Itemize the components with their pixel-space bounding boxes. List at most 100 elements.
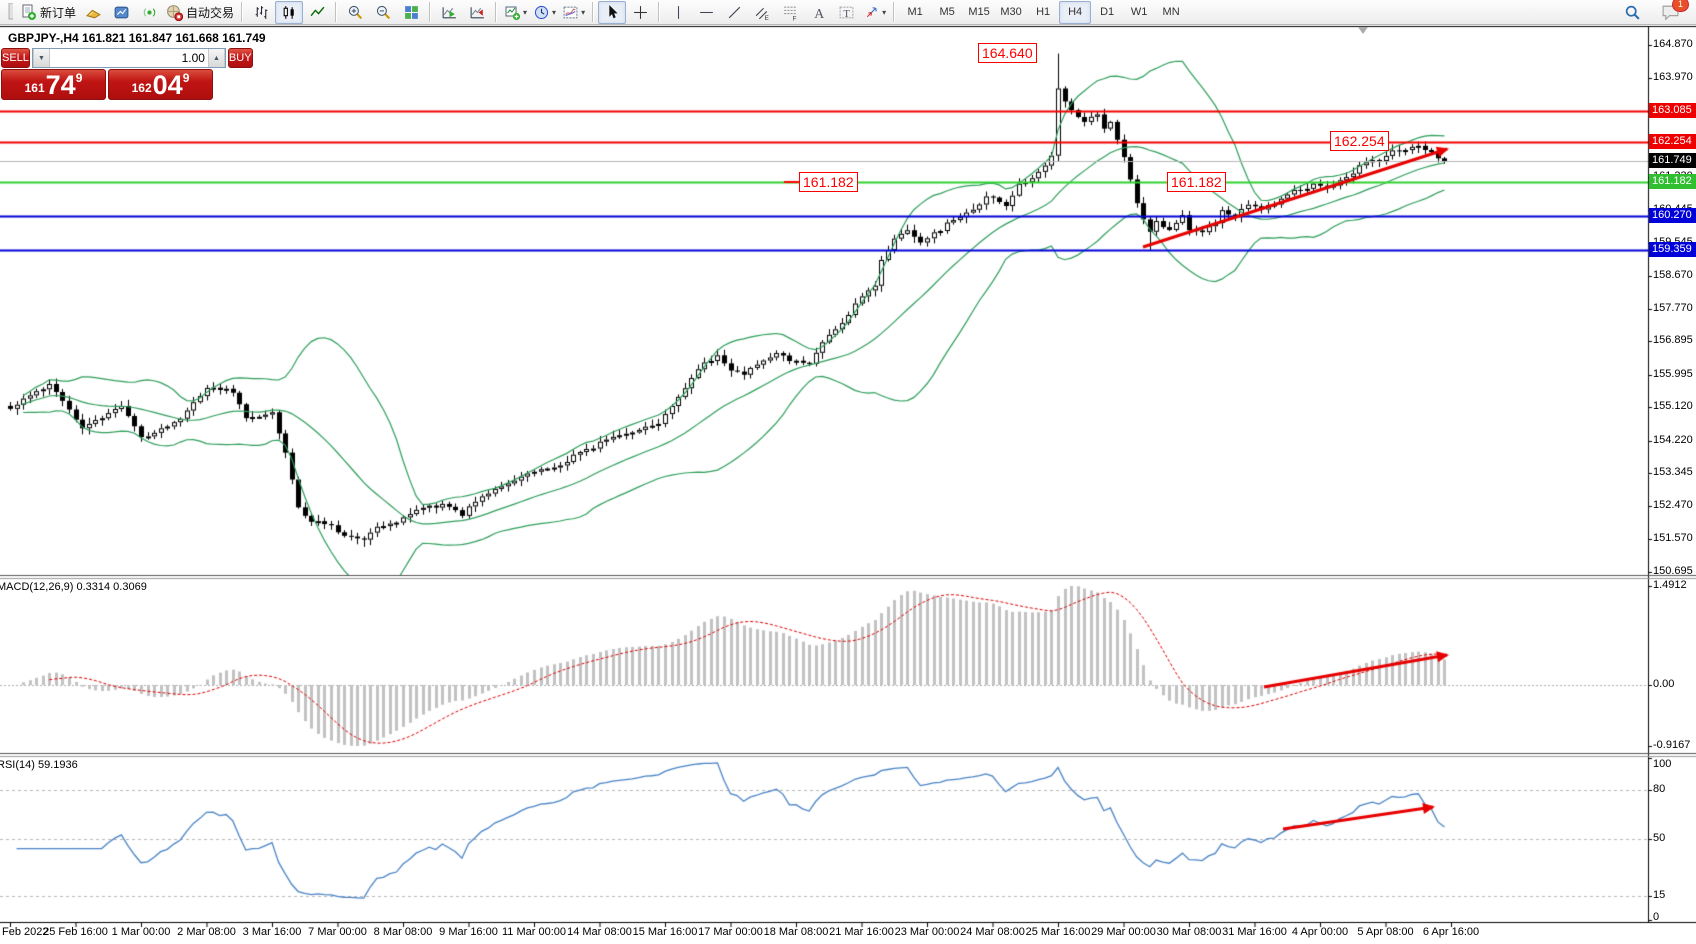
notifications-button[interactable]: 1 [1656,0,1689,24]
time-axis-label: 29 Mar 00:00 [1091,926,1156,938]
equidistant-channel-button[interactable]: E [748,1,776,24]
time-axis-label: 3 Mar 16:00 [242,926,302,938]
zoom-in-button[interactable] [341,1,369,24]
autotrading-button-label: 自动交易 [186,5,235,20]
buy-price-display[interactable]: 162 04 9 [108,69,213,100]
price-level-badge: 162.254 [1649,134,1696,150]
time-axis-label: 30 Mar 08:00 [1156,926,1222,938]
time-axis-label: 2 Mar 08:00 [177,926,236,938]
timeframe-button-m5[interactable]: M5 [939,6,955,18]
buy-price-big: 04 [152,70,183,100]
svg-text:E: E [764,14,768,20]
periods-dropdown[interactable]: ▾ [530,1,559,24]
timeframe-button-h4[interactable]: H4 [1059,0,1092,24]
price-level-badge: 160.270 [1649,208,1696,224]
auto-scroll-button[interactable] [435,1,463,24]
timeframe-button-m15[interactable]: M15 [968,6,990,18]
cursor-button[interactable] [598,0,627,24]
price-annotation[interactable]: 161.182 [799,172,858,192]
rsi-axis-label: 0 [1653,911,1660,923]
rsi-axis-label: 15 [1653,888,1666,901]
new-order-icon [20,4,37,21]
price-level-badge: 161.749 [1649,153,1696,169]
price-annotation[interactable]: 161.182 [1167,172,1226,192]
toolbar-separator [495,2,498,22]
toolbar-right-group: 1 [1618,0,1690,24]
svg-text:A: A [814,5,824,20]
crosshair-button[interactable] [626,1,654,24]
channel-icon: E [754,4,771,21]
timeframe-button-m30[interactable]: M30 [1000,6,1022,18]
chevron-down-icon[interactable]: ▾ [552,7,557,17]
chevron-down-icon[interactable]: ▾ [581,7,586,17]
price-annotation[interactable]: 164.640 [978,43,1037,63]
buy-button[interactable]: BUY [227,48,253,68]
toolbar-grip-icon [8,3,13,20]
chart-shift-button[interactable] [463,1,491,24]
bar-chart-button[interactable] [247,1,275,24]
search-button[interactable] [1618,1,1646,24]
sell-button[interactable]: SELL [1,48,30,68]
chevron-down-icon[interactable]: ▾ [882,7,887,17]
text-label-button[interactable]: T [832,1,860,24]
time-axis-label: 4 Apr 00:00 [1291,926,1349,938]
line-chart-button[interactable] [303,1,331,24]
templates-dropdown[interactable]: ▾ [559,1,588,24]
candlestick-button[interactable] [275,0,304,24]
volume-input[interactable] [49,49,208,67]
vline-icon [670,4,687,21]
chart-gold-icon [85,4,102,21]
time-axis-label: 18 Mar 08:00 [763,926,829,938]
fibonacci-button[interactable]: F [776,1,804,24]
candlestick-icon [281,4,298,21]
autotrading-button[interactable]: 自动交易 [163,1,237,24]
search-icon [1624,4,1641,21]
chart-shift-marker-icon[interactable] [1358,27,1368,34]
time-axis-label: Feb 2022 [2,926,49,938]
new-order-button[interactable]: 新订单 [17,1,79,24]
toolbar-separator [592,2,595,22]
chart-title: GBPJPY-,H4 161.821 161.847 161.668 161.7… [8,31,266,45]
strategy-tester-button[interactable] [107,1,135,24]
volume-increase-button[interactable]: ▲ [207,49,225,67]
price-level-badge: 163.085 [1649,103,1696,119]
time-axis-label: 9 Mar 16:00 [439,926,498,938]
new-chart-dropdown[interactable]: ▾ [501,1,530,24]
price-axis-tick: 164.870 [1653,38,1693,50]
price-level-badge: 159.359 [1649,241,1696,257]
macd-axis-label: 0.00 [1653,678,1675,690]
zoom-out-button[interactable] [369,1,397,24]
fibonacci-icon: F [782,4,799,21]
price-axis-tick: 163.970 [1653,71,1693,84]
price-annotation[interactable]: 162.254 [1330,131,1389,151]
timeframe-button-w1[interactable]: W1 [1130,6,1148,18]
market-watch-button[interactable] [79,1,107,24]
timeframe-button-mn[interactable]: MN [1162,6,1180,18]
timeframe-button-h1[interactable]: H1 [1036,6,1051,18]
toolbar-separator [335,2,338,22]
time-axis-label: 7 Mar 00:00 [308,926,367,938]
text-icon: A [810,4,827,21]
crosshair-icon [632,4,649,21]
main-toolbar: 新订单 自动交易 ▾ ▾ ▾ E F A T ▾ M1 M5 M15 M30 H1 H4 D1 W1 MN 1 [0,0,1696,25]
arrows-dropdown[interactable]: ▾ [860,1,889,24]
vertical-line-button[interactable] [664,1,692,24]
timeframe-button-m1[interactable]: M1 [907,6,923,18]
rsi-axis-label: 100 [1653,758,1672,770]
time-axis-label: 8 Mar 08:00 [373,926,433,938]
signals-button[interactable] [135,1,163,24]
horizontal-line-button[interactable] [692,1,720,24]
trendline-button[interactable] [720,1,748,24]
price-level-badge: 161.182 [1649,174,1696,190]
volume-decrease-button[interactable]: ▼ [32,49,50,67]
tile-windows-button[interactable] [397,1,425,24]
text-button[interactable]: A [804,1,832,24]
time-axis-label: 21 Mar 16:00 [829,926,894,938]
price-axis-tick: 151.570 [1653,532,1693,545]
time-axis-label: 15 Mar 16:00 [632,926,698,938]
sell-price-display[interactable]: 161 74 9 [1,69,106,100]
chevron-down-icon[interactable]: ▾ [523,7,528,17]
timeframe-button-d1[interactable]: D1 [1100,6,1115,18]
